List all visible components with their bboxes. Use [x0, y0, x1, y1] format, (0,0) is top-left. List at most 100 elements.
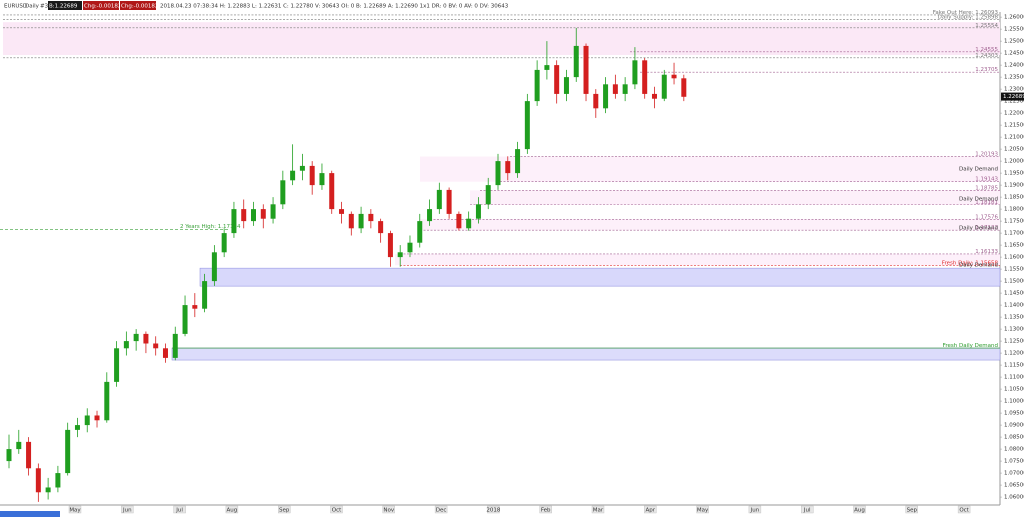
candle-body [358, 213, 364, 229]
zone-note: Daily Demand [959, 226, 998, 232]
x-tick-label: Feb [541, 508, 551, 514]
month-box [644, 505, 657, 514]
x-tick-label: May [697, 508, 709, 514]
y-tick-label: 1.18500 [1004, 195, 1024, 201]
candle-body [143, 333, 149, 344]
y-tick-label: 1.11000 [1004, 375, 1024, 381]
zone-note: Daily Demand [959, 263, 998, 269]
y-tick-label: 1.21500 [1004, 123, 1024, 129]
candle-body [45, 487, 51, 493]
x-tick-label: Aug [854, 508, 865, 514]
candle-body [114, 348, 120, 382]
month-box [225, 505, 239, 514]
timeframe: Daily [25, 4, 40, 10]
y-tick-label: 1.10000 [1004, 399, 1024, 405]
month-box [957, 505, 971, 514]
header: EURUSD Daily #30 B:1.22689 Chg:-0.00182 … [4, 1, 509, 10]
candle-body [436, 189, 442, 210]
y-tick-label: 1.07000 [1004, 471, 1024, 477]
candle-body [583, 45, 589, 94]
candle-body [6, 449, 12, 462]
candle-body [671, 74, 677, 79]
x-tick-label: Mar [593, 508, 604, 514]
candle-body [642, 60, 648, 94]
candle-body [387, 233, 393, 258]
x-tick-label: Nov [383, 508, 394, 514]
y-tick-label: 1.06500 [1004, 483, 1024, 489]
candle-body [26, 441, 32, 469]
candle-body [94, 415, 100, 421]
y-tick-label: 1.16500 [1004, 243, 1024, 249]
level-label: Fresh Daily Demand [943, 343, 998, 349]
x-tick-label: Jun [750, 508, 760, 514]
x-tick-label: 2018 [486, 508, 500, 514]
level-label: 1.23705 [975, 67, 998, 73]
level-label: Fresh Daily: 1.15658 [942, 260, 999, 266]
candle-body [456, 213, 462, 229]
y-tick-label: 1.20500 [1004, 147, 1024, 153]
y-tick-label: 1.21000 [1004, 135, 1024, 141]
candle-body [612, 84, 618, 94]
candle-body [270, 204, 276, 219]
y-tick-label: 1.25000 [1004, 39, 1024, 45]
y-tick-label: 1.23000 [1004, 87, 1024, 93]
candle-body [172, 333, 178, 358]
level-label: 1.20193 [975, 151, 998, 157]
candle-body [505, 161, 511, 174]
candle-body [133, 333, 139, 342]
candle-body [515, 149, 521, 174]
y-tick-label: 1.25500 [1004, 27, 1024, 33]
candle-body [221, 233, 227, 253]
candle-body [192, 305, 198, 309]
y-tick-label: 1.06000 [1004, 495, 1024, 501]
candle-body [651, 93, 657, 99]
month-box [696, 505, 709, 514]
y-tick-label: 1.10500 [1004, 387, 1024, 393]
ohlc-info: 2018.04.23 07:38:34 H: 1.22883 L: 1.2263… [160, 4, 509, 10]
level-label: 1.25554 [975, 23, 998, 29]
month-box [382, 505, 395, 514]
y-tick-label: 1.14000 [1004, 303, 1024, 309]
month-box [748, 505, 762, 514]
y-tick-label: 1.15000 [1004, 279, 1024, 285]
candle-body [153, 343, 159, 349]
candle-body [407, 242, 413, 253]
candle-body [593, 93, 599, 109]
y-tick-label: 1.24500 [1004, 51, 1024, 57]
level-label: 1.18785 [975, 185, 998, 191]
candle-body [231, 209, 237, 234]
candle-body [485, 185, 491, 205]
y-tick-label: 1.14500 [1004, 291, 1024, 297]
y-tick-label: 1.07500 [1004, 459, 1024, 465]
zone-note: Daily Demand [959, 166, 998, 172]
candle-body [202, 281, 208, 309]
candle-body [524, 101, 530, 150]
y-tick-label: 1.23500 [1004, 75, 1024, 81]
x-tick-label: Dec [436, 508, 447, 514]
candle-body [544, 65, 550, 70]
price-marker-label: 1.22689 [1003, 94, 1024, 100]
candle-body [104, 381, 110, 421]
candle-body [299, 165, 305, 171]
y-tick-label: 1.12500 [1004, 339, 1024, 345]
y-tick-label: 1.22000 [1004, 111, 1024, 117]
month-box [173, 505, 186, 514]
y-tick-label: 1.18000 [1004, 207, 1024, 213]
candle-body [368, 213, 374, 222]
x-tick-label: Jul [803, 508, 811, 514]
zone [420, 219, 1000, 231]
candle-body [65, 429, 71, 474]
two-year-high-label: 2 Years High: 1.17154 [180, 224, 241, 230]
candle-body [35, 468, 41, 493]
symbol: EURUSD [4, 4, 27, 10]
candle-body [162, 348, 168, 358]
y-tick-label: 1.19000 [1004, 183, 1024, 189]
candle-body [603, 84, 609, 109]
y-tick-label: 1.09500 [1004, 411, 1024, 417]
month-box [905, 505, 918, 514]
candle-body [55, 473, 61, 488]
candle-body [534, 69, 540, 102]
month-box [68, 505, 82, 514]
candle-body [319, 173, 325, 186]
